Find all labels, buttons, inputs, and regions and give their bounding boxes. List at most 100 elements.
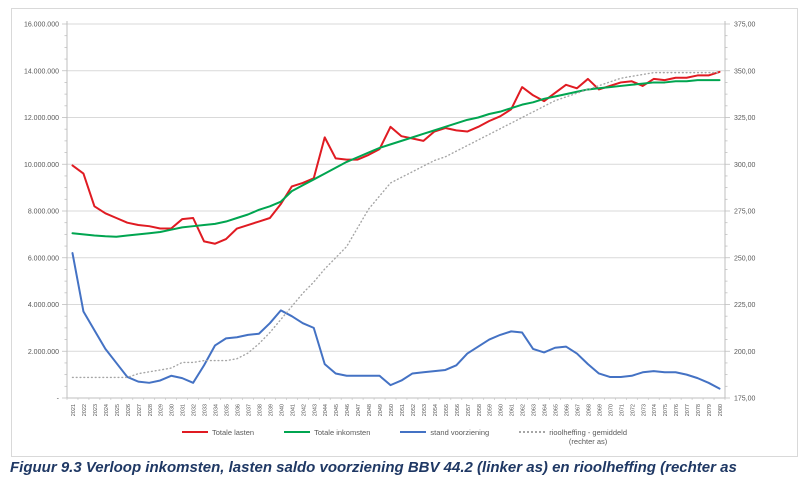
svg-text:2073: 2073 [641, 404, 647, 416]
svg-text:2079: 2079 [707, 404, 713, 416]
svg-text:225,00: 225,00 [734, 302, 756, 309]
svg-text:2056: 2056 [455, 404, 461, 416]
svg-text:2033: 2033 [203, 404, 209, 416]
svg-text:2075: 2075 [663, 404, 669, 416]
svg-text:2022: 2022 [82, 404, 88, 416]
svg-text:2077: 2077 [685, 404, 691, 416]
legend-label: Totale inkomsten [314, 428, 371, 437]
y-axis-right-labels: 375,00 350,00 325,00 300,00 275,00 250,00 225,… [734, 22, 756, 403]
svg-text:2035: 2035 [225, 404, 231, 416]
legend-swatch-stand-voorziening [400, 431, 427, 433]
legend-swatch-totale-inkomsten [284, 431, 311, 433]
svg-text:2026: 2026 [126, 404, 132, 416]
svg-text:2049: 2049 [378, 404, 384, 416]
svg-text:2050: 2050 [389, 404, 395, 416]
legend-item-stand-voorziening: stand voorziening [400, 428, 489, 437]
svg-text:275,00: 275,00 [734, 209, 756, 216]
series-stand-voorziening [71, 252, 721, 390]
svg-text:2038: 2038 [257, 404, 263, 416]
legend-label: rioolheffing - gemiddeld (rechter as) [549, 428, 628, 446]
svg-text:325,00: 325,00 [734, 115, 756, 122]
svg-text:12.000.000: 12.000.000 [24, 115, 59, 122]
svg-text:2021: 2021 [71, 404, 77, 416]
svg-text:2076: 2076 [674, 404, 680, 416]
series-totale-inkomsten [71, 79, 721, 238]
svg-text:2030: 2030 [170, 404, 176, 416]
legend-swatch-totale-lasten [181, 431, 208, 433]
legend-label: Totale lasten [211, 428, 255, 437]
svg-text:2070: 2070 [608, 404, 614, 416]
svg-text:200,00: 200,00 [734, 349, 756, 356]
svg-text:175,00: 175,00 [734, 396, 756, 403]
y-axis-left-labels: 16.000.000 14.000.000 12.000.000 10.000.000… [24, 22, 60, 403]
svg-text:2072: 2072 [630, 404, 636, 416]
chart-legend: Totale lasten Totale inkomsten stand voo… [12, 428, 797, 446]
svg-text:2062: 2062 [521, 404, 527, 416]
svg-text:6.000.000: 6.000.000 [28, 255, 59, 262]
svg-text:10.000.000: 10.000.000 [24, 162, 59, 169]
svg-text:2029: 2029 [159, 404, 165, 416]
svg-text:2068: 2068 [586, 404, 592, 416]
svg-text:2080: 2080 [718, 404, 724, 416]
svg-text:2046: 2046 [345, 404, 351, 416]
legend-label: stand voorziening [430, 428, 490, 437]
x-axis-labels: 2021 2022 2023 2024 2025 2026 2027 2028 2029 2030… [71, 404, 724, 416]
svg-text:2027: 2027 [137, 404, 143, 416]
svg-text:2024: 2024 [104, 404, 110, 416]
legend-item-totale-inkomsten: Totale inkomsten [284, 428, 370, 437]
svg-text:2071: 2071 [619, 404, 625, 416]
svg-text:2063: 2063 [532, 404, 538, 416]
svg-text:2043: 2043 [312, 404, 318, 416]
chart-frame: 16.000.000 14.000.000 12.000.000 10.000.000… [11, 8, 798, 457]
svg-text:-: - [57, 396, 60, 403]
svg-text:2039: 2039 [268, 404, 274, 416]
svg-text:2067: 2067 [575, 404, 581, 416]
svg-text:2025: 2025 [115, 404, 121, 416]
svg-text:2023: 2023 [93, 404, 99, 416]
svg-text:2034: 2034 [214, 404, 220, 416]
svg-text:2066: 2066 [564, 404, 570, 416]
svg-text:2055: 2055 [444, 404, 450, 416]
svg-text:16.000.000: 16.000.000 [24, 22, 59, 29]
svg-text:2069: 2069 [597, 404, 603, 416]
legend-item-totale-lasten: Totale lasten [181, 428, 255, 437]
svg-text:2053: 2053 [422, 404, 428, 416]
svg-text:2064: 2064 [543, 404, 549, 416]
svg-text:2032: 2032 [192, 404, 198, 416]
svg-text:2060: 2060 [499, 404, 505, 416]
svg-text:2040: 2040 [279, 404, 285, 416]
svg-text:350,00: 350,00 [734, 68, 756, 75]
svg-text:2031: 2031 [181, 404, 187, 416]
svg-text:2045: 2045 [334, 404, 340, 416]
svg-text:2047: 2047 [356, 404, 362, 416]
svg-text:2037: 2037 [246, 404, 252, 416]
svg-text:2065: 2065 [554, 404, 560, 416]
legend-swatch-rioolheffing [519, 431, 546, 433]
svg-text:2057: 2057 [466, 404, 472, 416]
svg-text:2074: 2074 [652, 404, 658, 416]
svg-text:2061: 2061 [510, 404, 516, 416]
svg-text:8.000.000: 8.000.000 [28, 209, 59, 216]
svg-text:2078: 2078 [696, 404, 702, 416]
series-rioolheffing-gemiddeld-rechter-as [71, 71, 721, 379]
svg-text:375,00: 375,00 [734, 22, 756, 29]
svg-text:2058: 2058 [477, 404, 483, 416]
legend-item-rioolheffing-gemiddeld: rioolheffing - gemiddeld (rechter as) [519, 428, 627, 446]
svg-text:2044: 2044 [323, 404, 329, 416]
svg-text:2041: 2041 [290, 404, 296, 416]
svg-text:2042: 2042 [301, 404, 307, 416]
series-totale-lasten [71, 70, 721, 245]
svg-text:2052: 2052 [411, 404, 417, 416]
gridlines [67, 23, 725, 352]
svg-text:2051: 2051 [400, 404, 406, 416]
svg-text:14.000.000: 14.000.000 [24, 68, 59, 75]
svg-text:2059: 2059 [488, 404, 494, 416]
svg-text:2028: 2028 [148, 404, 154, 416]
svg-text:250,00: 250,00 [734, 255, 756, 262]
svg-text:300,00: 300,00 [734, 162, 756, 169]
svg-text:4.000.000: 4.000.000 [28, 302, 59, 309]
svg-text:2048: 2048 [367, 404, 373, 416]
line-chart: 16.000.000 14.000.000 12.000.000 10.000.000… [24, 21, 756, 416]
svg-text:2.000.000: 2.000.000 [28, 349, 59, 356]
